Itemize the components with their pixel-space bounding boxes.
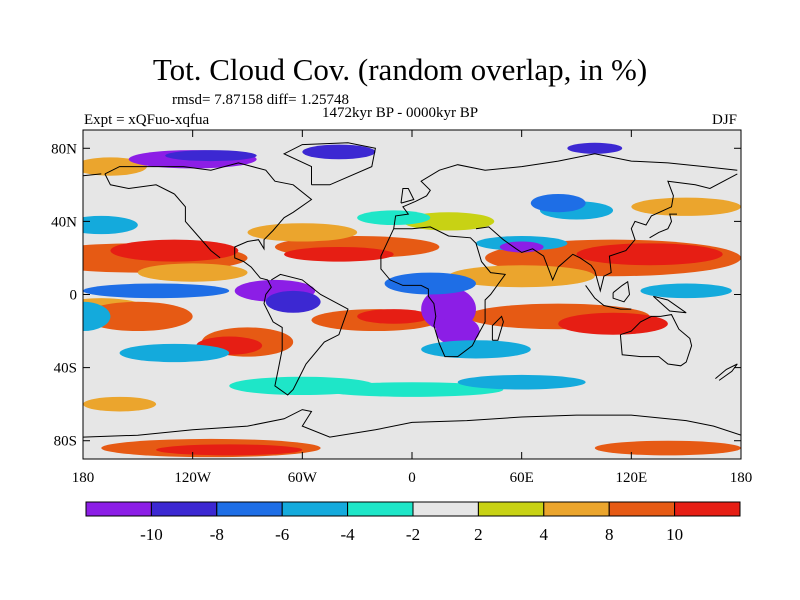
anomaly-patch [594, 440, 741, 456]
colorbar-label: -4 [341, 525, 356, 544]
anomaly-patch [530, 193, 586, 213]
coastline [174, 193, 221, 259]
stats-text: rmsd= 7.87158 diff= 1.25748 [172, 92, 350, 108]
colorbar-box [216, 501, 283, 517]
lat-tick-label: 40N [51, 214, 77, 230]
lon-tick-label: 120W [174, 470, 212, 486]
anomaly-patch [83, 301, 193, 332]
colorbar-box [674, 501, 741, 517]
lat-tick-label: 80N [51, 141, 77, 157]
anomaly-patch [83, 215, 138, 235]
lat-tick-label: 80S [54, 434, 77, 450]
coastline [83, 409, 741, 438]
experiment-text: Expt = xQFuo-xqfua [84, 112, 210, 128]
coastline [83, 173, 102, 177]
period-text: 1472kyr BP - 0000kyr BP [322, 105, 479, 121]
coastline [649, 213, 677, 239]
colorbar-box [608, 501, 676, 517]
longitude-axis: 180 120W 60W 0 60E 120E 180 [72, 130, 753, 486]
lon-tick-label: 180 [730, 470, 753, 486]
lat-tick-label: 0 [70, 288, 78, 304]
anomaly-patch [83, 283, 230, 299]
coastline [104, 173, 175, 195]
map-plot-area [83, 130, 741, 459]
anomaly-patch [165, 150, 257, 162]
coastline [475, 173, 738, 293]
anomaly-patch [421, 340, 531, 359]
coastline [104, 162, 349, 396]
coastline [380, 226, 507, 358]
latitude-axis: 80N 40N 0 40S 80S [51, 141, 741, 450]
coastline [585, 285, 632, 310]
coastline [652, 295, 687, 314]
anomaly-patch [110, 239, 239, 262]
colorbar-label: -2 [406, 525, 420, 544]
anomaly-patch [156, 444, 303, 456]
colorbar-box [150, 501, 218, 517]
cloud-anomaly-fields [83, 142, 741, 458]
lon-tick-label: 60E [510, 470, 534, 486]
anomaly-patch [558, 312, 668, 335]
anomaly-patch [119, 343, 230, 363]
anomaly-patch [265, 290, 321, 313]
colorbar-label: 10 [666, 525, 683, 544]
anomaly-patch [499, 241, 544, 253]
anomaly-patch [576, 243, 723, 266]
anomaly-patch [137, 263, 248, 282]
anomaly-patch [247, 223, 358, 242]
anomaly-patch [320, 382, 504, 397]
anomaly-patch [83, 301, 111, 332]
colorbar-label: -6 [275, 525, 289, 544]
anomaly-patch [435, 316, 480, 346]
season-text: DJF [712, 112, 738, 128]
colorbar-label: -8 [210, 525, 224, 544]
coastline [715, 363, 738, 381]
colorbar: -10 -8 -6 -4 -2 2 4 8 10 [85, 501, 741, 544]
colorbar-label: 2 [474, 525, 483, 544]
anomaly-patch [302, 144, 376, 160]
anomaly-patch [284, 246, 394, 262]
coastline [612, 280, 631, 303]
anomaly-patch [384, 272, 476, 295]
map-title: Tot. Cloud Cov. (random overlap, in %) [152, 52, 648, 87]
lon-tick-label: 0 [408, 470, 416, 486]
anomaly-patch [567, 142, 623, 154]
coastline [619, 314, 693, 367]
colorbar-box [281, 501, 349, 517]
lat-tick-label: 40S [54, 361, 77, 377]
anomaly-patch [457, 374, 586, 390]
anomaly-patch [640, 283, 732, 299]
coastline [491, 315, 504, 341]
anomaly-patch [83, 396, 157, 412]
lon-tick-label: 60W [288, 470, 318, 486]
colorbar-box [85, 501, 152, 517]
anomaly-patch [83, 157, 147, 176]
colorbar-box [347, 501, 414, 517]
colorbar-box [412, 501, 479, 517]
coastline [400, 188, 415, 204]
colorbar-label: 4 [540, 525, 549, 544]
coastline [282, 142, 376, 186]
anomaly-patch [448, 265, 595, 288]
coastlines [83, 142, 741, 438]
lon-tick-label: 120E [615, 470, 647, 486]
anomaly-patch [357, 309, 431, 324]
coastline [393, 153, 738, 229]
colorbar-label: 8 [605, 525, 614, 544]
anomaly-patch [631, 197, 741, 216]
lon-tick-label: 180 [72, 470, 95, 486]
colorbar-box [477, 501, 545, 517]
colorbar-label: -10 [140, 525, 163, 544]
anomaly-patch [357, 210, 431, 226]
colorbar-box [543, 501, 610, 517]
